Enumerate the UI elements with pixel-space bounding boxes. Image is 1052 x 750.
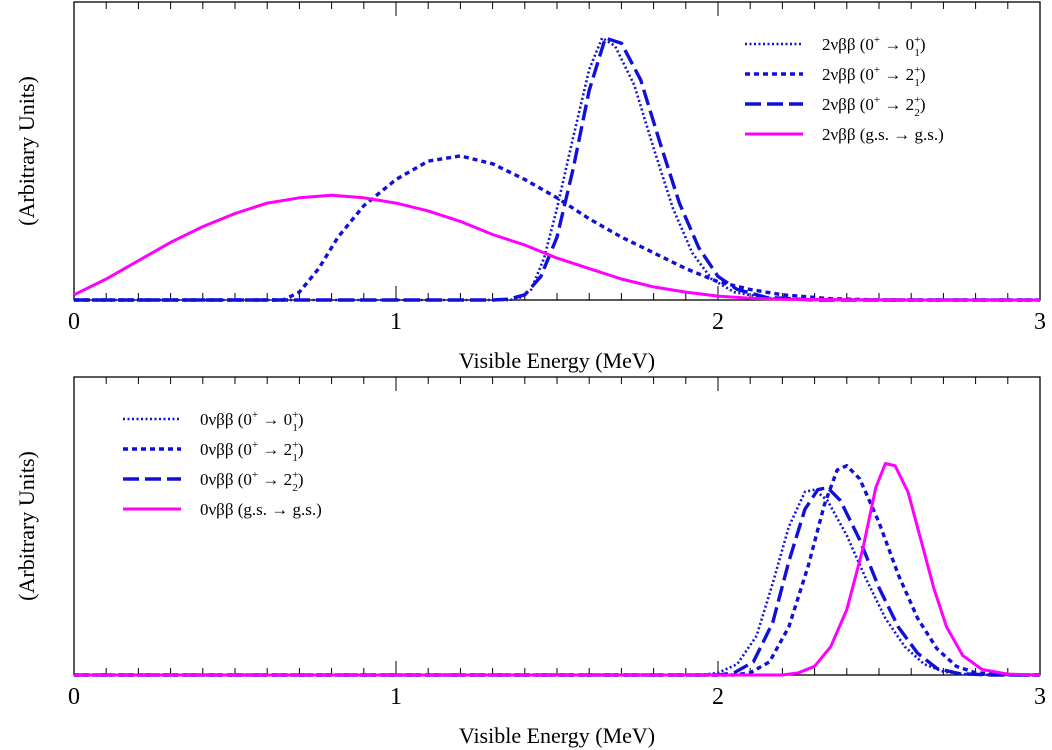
y-axis-label: (Arbitrary Units) xyxy=(14,451,39,601)
legend-label: 2νββ (g.s. → g.s.) xyxy=(822,125,944,144)
legend-label: 2νββ (0+ → 2+ 1) xyxy=(822,64,926,89)
series-line-3 xyxy=(74,485,1040,677)
series-line-2 xyxy=(74,154,1040,302)
chart-panel-1: 0 1 2 3 Visible Energy (MeV) (Arbitrary Units… xyxy=(14,1,1046,373)
x-tick-label: 3 xyxy=(1034,684,1046,710)
x-tick-label: 0 xyxy=(68,684,80,710)
x-tick-label: 1 xyxy=(390,684,402,710)
series-line-3 xyxy=(74,36,1040,302)
y-axis-label: (Arbitrary Units) xyxy=(14,76,39,226)
x-axis-label: Visible Energy (MeV) xyxy=(459,723,655,748)
series-line-2 xyxy=(74,464,1040,677)
legend: 0νββ (0+ → 0+ 1) 0νββ (0+ → 2+ 1) 0νββ (0+ →… xyxy=(123,409,322,519)
x-tick-label: 2 xyxy=(712,309,724,335)
x-tick-label: 1 xyxy=(390,309,402,335)
x-tick-label: 3 xyxy=(1034,309,1046,335)
legend-label: 0νββ (0+ → 0+ 1) xyxy=(200,409,304,434)
series-line-1 xyxy=(74,488,1040,677)
series-line-4 xyxy=(73,193,1040,302)
legend-label: 2νββ (0+ → 2+ 2) xyxy=(822,94,926,119)
series-line-1 xyxy=(74,36,1040,302)
legend-label: 0νββ (g.s. → g.s.) xyxy=(200,500,322,519)
series-line-4 xyxy=(74,462,1041,677)
x-tick-label: 0 xyxy=(68,309,80,335)
x-axis-label: Visible Energy (MeV) xyxy=(459,348,655,373)
x-tick-label: 2 xyxy=(712,684,724,710)
legend-label: 0νββ (0+ → 2+ 1) xyxy=(200,439,304,464)
legend-label: 2νββ (0+ → 0+ 1) xyxy=(822,34,926,59)
chart-panel-2: 0 1 2 3 Visible Energy (MeV) (Arbitrary Units… xyxy=(14,376,1046,748)
legend: 2νββ (0+ → 0+ 1) 2νββ (0+ → 2+ 1) 2νββ (0+ →… xyxy=(745,34,944,144)
legend-label: 0νββ (0+ → 2+ 2) xyxy=(200,469,304,494)
